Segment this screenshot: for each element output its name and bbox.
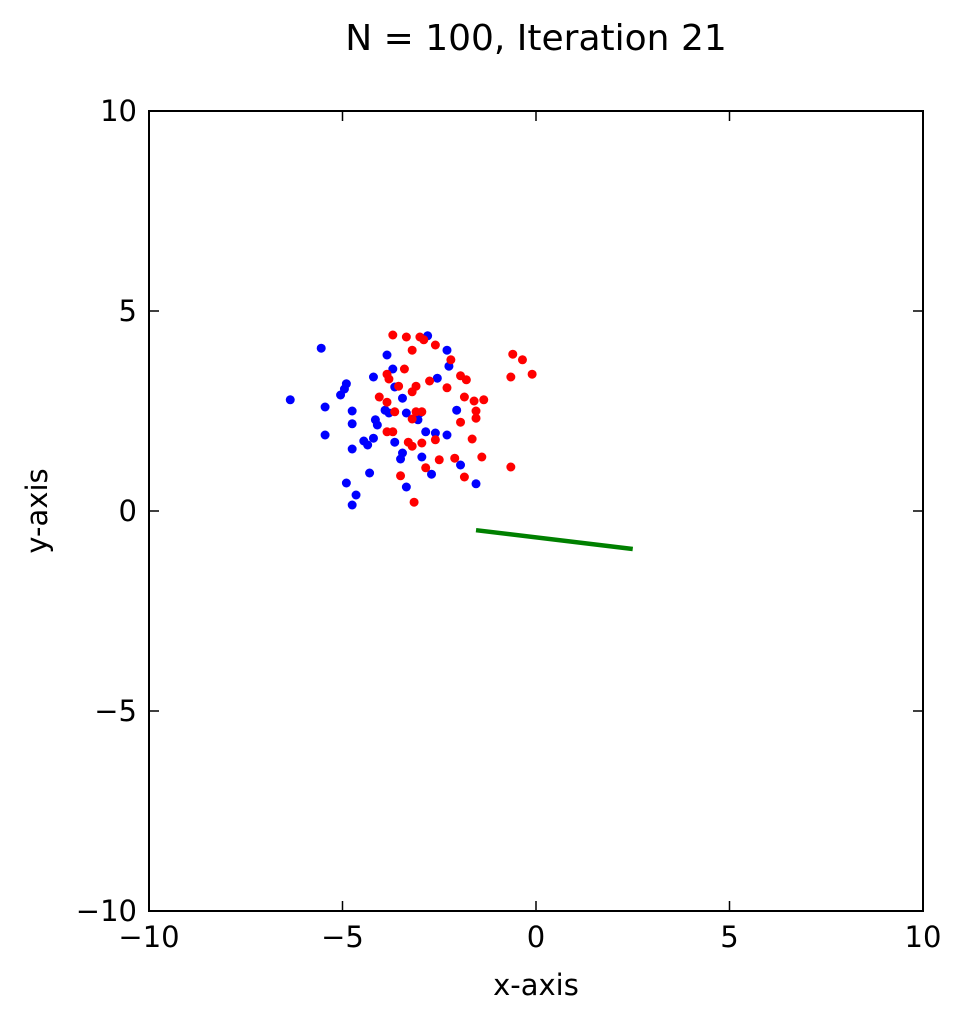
blue-data-point [397, 448, 407, 458]
line-series [475, 527, 634, 552]
blue-data-point [341, 379, 351, 389]
blue-data-point [363, 440, 373, 450]
blue-data-point [285, 395, 295, 405]
blue-data-point [320, 402, 330, 412]
red-data-point [469, 396, 479, 406]
y-tick-label: −5 [94, 694, 137, 728]
x-axis-label: x-axis [493, 968, 579, 1002]
red-data-point [446, 355, 456, 365]
red-data-point [450, 453, 460, 463]
red-data-point [411, 381, 421, 391]
red-data-point [471, 413, 481, 423]
blue-data-point [442, 430, 452, 440]
red-data-point [517, 355, 527, 365]
blue-data-point [341, 478, 351, 488]
red-data-point [382, 397, 392, 407]
red-data-point [471, 406, 481, 416]
y-tick-label: 0 [119, 494, 137, 528]
green-line [475, 527, 634, 552]
x-tick-label: −5 [321, 920, 364, 954]
blue-data-point [347, 419, 357, 429]
red-data-point [459, 392, 469, 402]
blue-data-point [397, 393, 407, 403]
red-data-point [506, 372, 516, 382]
blue-data-point [430, 428, 440, 438]
red-data-point [434, 455, 444, 465]
red-data-point [461, 375, 471, 385]
red-data-point [390, 407, 400, 417]
red-data-point [430, 435, 440, 445]
x-tick-label: 5 [720, 920, 738, 954]
red-data-point [467, 434, 477, 444]
red-data-point [527, 369, 537, 379]
blue-data-point [347, 406, 357, 416]
x-tick-label: 10 [905, 920, 942, 954]
red-data-point [407, 345, 417, 355]
blue-data-point [316, 343, 326, 353]
blue-data-point [365, 468, 375, 478]
red-data-point [417, 438, 427, 448]
red-data-point [456, 417, 466, 427]
red-data-point [407, 441, 417, 451]
y-tick-label: 10 [100, 94, 137, 128]
x-tick-label: −10 [118, 920, 179, 954]
red-data-point [396, 471, 406, 481]
x-tick-label: 0 [527, 920, 545, 954]
red-data-point [425, 376, 435, 386]
blue-data-point [351, 490, 361, 500]
red-data-point [506, 462, 516, 472]
blue-data-point [347, 444, 357, 454]
y-tick-label: −10 [76, 894, 137, 928]
blue-data-point [452, 405, 462, 415]
red-data-point [417, 407, 427, 417]
red-data-point [394, 381, 404, 391]
red-data-point [374, 392, 384, 402]
red-data-point [407, 414, 417, 424]
red-data-point [421, 463, 431, 473]
blue-data-point [427, 469, 437, 479]
blue-data-point [347, 500, 357, 510]
red-data-point [388, 330, 398, 340]
axis-ticks: −10 −5 0 5 10 −10 −5 0 5 10 [76, 94, 942, 954]
blue-data-point [421, 427, 431, 437]
red-data-point [479, 395, 489, 405]
scatter-points [285, 330, 537, 510]
red-data-point [508, 349, 518, 359]
red-data-point [430, 340, 440, 350]
y-axis-label: y-axis [20, 468, 54, 553]
red-data-point [419, 335, 429, 345]
y-tick-label: 5 [119, 294, 137, 328]
red-data-point [442, 383, 452, 393]
blue-data-point [432, 373, 442, 383]
red-data-point [459, 472, 469, 482]
blue-data-point [417, 452, 427, 462]
blue-data-point [390, 437, 400, 447]
blue-data-point [372, 420, 382, 430]
blue-data-point [320, 430, 330, 440]
blue-data-point [368, 433, 378, 443]
red-data-point [399, 364, 409, 374]
chart-title: N = 100, Iteration 21 [345, 18, 727, 59]
blue-data-point [368, 372, 378, 382]
red-data-point [401, 332, 411, 342]
blue-data-point [442, 345, 452, 355]
blue-data-point [388, 364, 398, 374]
red-data-point [388, 427, 398, 437]
red-data-point [384, 374, 394, 384]
red-data-point [477, 452, 487, 462]
blue-data-point [401, 482, 411, 492]
plot-frame [148, 110, 924, 912]
blue-data-point [382, 350, 392, 360]
red-data-point [409, 497, 419, 507]
blue-data-point [471, 479, 481, 489]
blue-data-point [456, 460, 466, 470]
blue-data-point [401, 408, 411, 418]
